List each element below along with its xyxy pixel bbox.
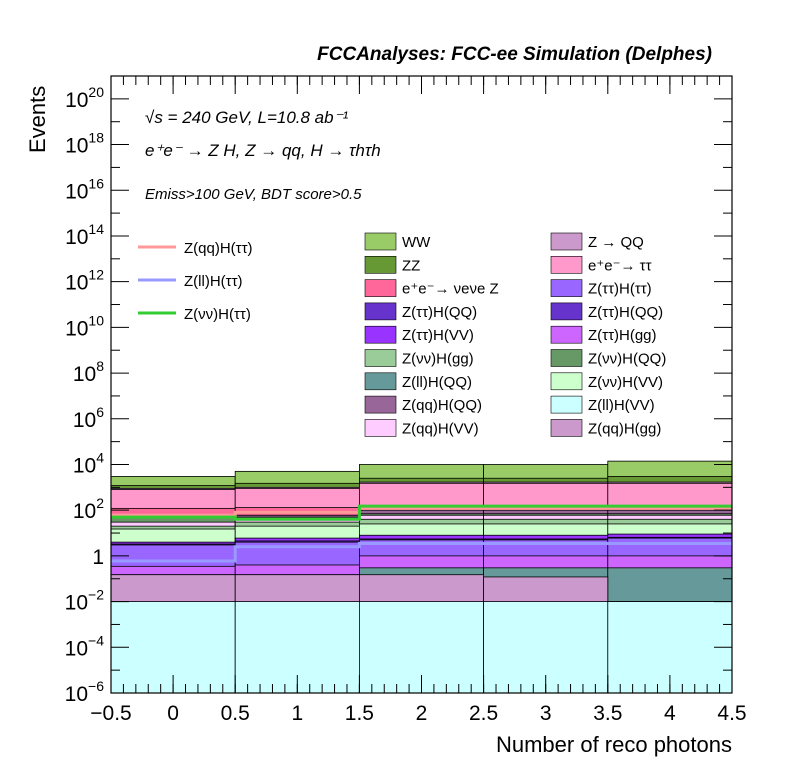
signal-line-z-ll-h- [111,541,732,563]
legend-box-swatch [364,349,397,367]
x-tick-label: 4 [664,702,676,725]
legend-box-swatch [550,279,583,297]
y-tick-label: 10−2 [65,587,105,615]
y-tick-label: 1020 [65,84,104,112]
annotation-process: e⁺e⁻ → Z H, Z → qq, H → τhτh [145,141,381,160]
legend-box-swatch [550,395,583,414]
x-tick-label: 0 [167,702,179,725]
y-tick-label: 1018 [65,130,104,158]
legend-entry-label: Z(ll)H(VV) [588,397,655,414]
x-tick-label: 2 [416,702,428,725]
axis-ticks: −0.5 0 0.5 1 1.5 2 2.5 3 3.5 4 4.5 10−6 10−4 10−2 1 102… [65,75,747,725]
legend-entry-label: Z(νν)H(VV) [588,374,663,391]
legend-box-swatch [364,395,397,414]
annotation-cuts: Emiss>100 GeV, BDT score>0.5 [145,186,362,203]
legend-box-swatch [550,419,583,437]
legend-entry-label: Z(ττ)H(VV) [402,327,474,344]
x-tick-label: 1 [291,702,303,725]
y-tick-label: 1012 [65,267,104,295]
legend-entry-label: e⁺e⁻→ ττ [588,257,652,274]
legend-entry-label: Z(νν)H(ττ) [184,306,251,323]
annotation-energy-lumi: √s = 240 GeV, L=10.8 ab⁻¹ [145,108,349,127]
legend-entry-label: Z(qq)H(ττ) [184,240,253,257]
y-tick-label: 106 [73,404,104,432]
legend-entry-label: Z(qq)H(QQ) [402,397,482,414]
y-tick-label: 102 [73,495,104,523]
legend-box-swatch [364,232,397,251]
x-tick-label: 2.5 [469,702,498,725]
legend-entry-label: Z(ττ)H(ττ) [588,281,652,298]
signal-line-z-h- [111,504,732,521]
legend-entry-label: Z(ττ)H(gg) [588,327,657,344]
legend-box-swatch [364,255,397,274]
y-tick-label: 10−4 [65,632,105,660]
legend-entry-label: Z(ττ)H(QQ) [588,304,663,321]
legend-box-swatch [550,302,583,321]
legend-box-swatch [364,302,397,321]
legend-box-swatch [364,419,397,437]
legend-entry-label: Z(ll)H(QQ) [402,374,472,391]
x-axis-label: Number of reco photons [496,732,732,757]
y-tick-label: 1016 [65,175,104,203]
legend-entry-label: Z(qq)H(VV) [402,420,479,437]
x-tick-label: −0.5 [90,702,131,725]
legend-entry-label: Z → QQ [588,234,644,251]
y-axis-label: Events [25,86,50,153]
legend-box-swatch [364,372,397,391]
y-tick-label: 104 [73,449,104,477]
legend-box-swatch [364,279,397,297]
x-tick-label: 0.5 [221,702,250,725]
chart-title: FCCAnalyses: FCC-ee Simulation (Delphes) [317,44,712,65]
legend-entry-label: WW [402,234,431,251]
y-tick-label: 1010 [65,312,104,340]
legend-box-swatch [550,255,583,274]
legend-box-swatch [550,372,583,391]
legend-box-swatch [550,232,583,251]
legend-entry-label: Z(ττ)H(QQ) [402,304,477,321]
x-tick-label: 4.5 [717,702,746,725]
stacked-histograms [110,460,733,694]
legend-entry-label: ZZ [402,257,420,274]
y-tick-label: 108 [73,358,104,386]
y-tick-label: 10−6 [65,678,105,706]
x-tick-label: 3 [540,702,552,725]
legend-box-swatch [550,349,583,367]
legend-box-swatch [550,325,583,344]
y-tick-label: 1 [92,546,104,569]
x-tick-label: 1.5 [345,702,374,725]
y-tick-label: 1014 [65,221,104,249]
signal-lines [111,504,732,563]
legend-entry-label: Z(νν)H(gg) [402,351,474,368]
legend-entry-label: Z(qq)H(gg) [588,420,661,437]
legend-box-swatch [364,325,397,344]
legend-entry-label: Z(νν)H(QQ) [588,351,666,368]
legend-entry-label: e⁺e⁻→ νeνe Z [402,281,499,298]
x-tick-label: 3.5 [593,702,622,725]
legend: Z(qq)H(ττ) Z(ll)H(ττ) Z(νν)H(ττ) WW ZZ e⁺e⁻→ … [138,232,666,437]
legend-entry-label: Z(ll)H(ττ) [184,273,243,290]
